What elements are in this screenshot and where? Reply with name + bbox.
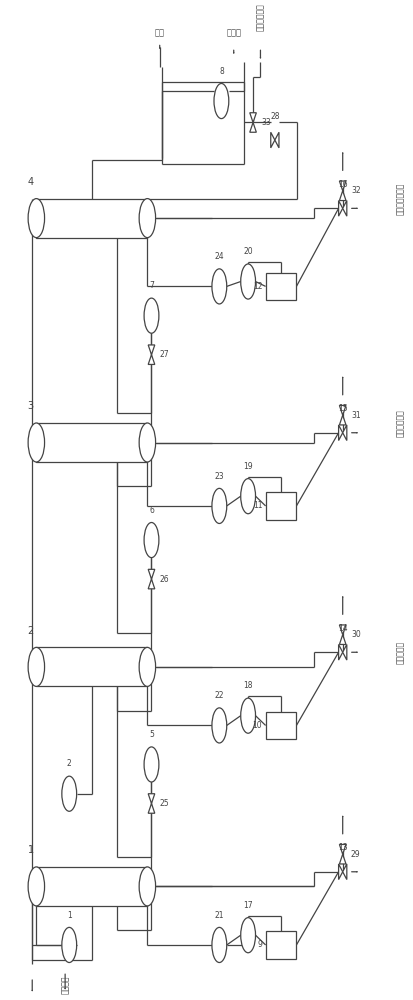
Text: 蔭汽: 蔭汽 [154, 29, 164, 38]
Bar [265, 273, 296, 300]
Text: 20: 20 [243, 247, 252, 256]
Text: 17: 17 [243, 901, 252, 910]
Text: 甲甲酚产品: 甲甲酚产品 [395, 641, 404, 664]
Text: 2: 2 [67, 759, 71, 768]
Text: 4: 4 [27, 177, 33, 187]
Polygon shape [339, 635, 345, 644]
Text: 18: 18 [243, 681, 252, 690]
Text: 21: 21 [214, 911, 223, 920]
Circle shape [214, 83, 228, 119]
Polygon shape [338, 201, 342, 216]
Polygon shape [339, 625, 345, 635]
Bar [36, 867, 147, 906]
Text: 1: 1 [27, 845, 33, 855]
Text: 26: 26 [159, 575, 169, 584]
Text: 三甲酚及以上: 三甲酚及以上 [255, 3, 264, 31]
Bar [265, 931, 296, 959]
Polygon shape [338, 864, 342, 880]
Text: 33: 33 [261, 118, 271, 127]
Polygon shape [339, 181, 345, 191]
Circle shape [211, 708, 226, 743]
Text: 22: 22 [214, 691, 223, 700]
Ellipse shape [28, 647, 45, 686]
Bar [36, 199, 147, 238]
Text: 10: 10 [252, 721, 262, 730]
Polygon shape [339, 844, 345, 854]
Text: 25: 25 [159, 799, 169, 808]
Text: 3: 3 [27, 401, 33, 411]
Polygon shape [339, 854, 345, 864]
Text: 15: 15 [337, 404, 347, 413]
Polygon shape [148, 345, 154, 355]
Circle shape [144, 298, 159, 333]
Circle shape [240, 698, 255, 733]
Bar [265, 712, 296, 739]
Text: 29: 29 [350, 850, 360, 859]
Text: 11: 11 [252, 501, 262, 510]
Text: 13: 13 [337, 843, 347, 852]
Text: 32: 32 [350, 186, 360, 195]
Polygon shape [342, 201, 346, 216]
Ellipse shape [28, 867, 45, 906]
Polygon shape [249, 122, 256, 132]
Text: 31: 31 [350, 411, 360, 420]
Text: 5: 5 [149, 730, 154, 739]
Polygon shape [270, 132, 274, 148]
Text: 30: 30 [350, 630, 360, 639]
Text: 粗酚料湣: 粗酚料湣 [60, 975, 69, 994]
Polygon shape [148, 355, 154, 364]
Text: 8: 8 [218, 67, 223, 76]
Text: 间对甲酚产品: 间对甲酚产品 [395, 409, 404, 437]
Circle shape [211, 927, 226, 963]
Text: 19: 19 [243, 462, 252, 471]
Text: 6: 6 [149, 506, 154, 515]
Circle shape [62, 776, 76, 811]
Circle shape [144, 523, 159, 558]
Polygon shape [148, 569, 154, 579]
Text: 27: 27 [159, 350, 169, 359]
Circle shape [62, 927, 76, 963]
Circle shape [240, 264, 255, 299]
Polygon shape [148, 803, 154, 813]
Text: 16: 16 [337, 180, 347, 189]
Bar [265, 492, 296, 520]
Text: 7: 7 [149, 281, 154, 290]
Text: 混合三甲酚产品: 混合三甲酚产品 [395, 182, 404, 215]
Ellipse shape [28, 199, 45, 238]
Polygon shape [338, 425, 342, 441]
Ellipse shape [139, 647, 155, 686]
Text: 28: 28 [269, 112, 279, 121]
Bar [36, 647, 147, 686]
Text: 9: 9 [257, 940, 262, 949]
Polygon shape [342, 864, 346, 880]
Polygon shape [339, 405, 345, 415]
Text: 2: 2 [27, 626, 33, 636]
Polygon shape [338, 644, 342, 660]
Text: 24: 24 [214, 252, 223, 261]
Ellipse shape [139, 199, 155, 238]
Text: 12: 12 [252, 282, 262, 291]
Ellipse shape [139, 867, 155, 906]
Polygon shape [274, 132, 278, 148]
Text: 23: 23 [214, 472, 223, 481]
Circle shape [211, 269, 226, 304]
Polygon shape [148, 579, 154, 589]
Text: 冷凝水: 冷凝水 [225, 29, 241, 38]
Circle shape [211, 488, 226, 523]
Polygon shape [148, 794, 154, 803]
Text: 1: 1 [67, 911, 71, 920]
Polygon shape [342, 644, 346, 660]
Bar [36, 423, 147, 462]
Ellipse shape [28, 423, 45, 462]
Text: 14: 14 [337, 624, 347, 633]
Circle shape [144, 747, 159, 782]
Polygon shape [339, 415, 345, 425]
Circle shape [240, 918, 255, 953]
Ellipse shape [139, 423, 155, 462]
Polygon shape [339, 191, 345, 201]
Circle shape [240, 479, 255, 514]
Polygon shape [249, 113, 256, 122]
Polygon shape [342, 425, 346, 441]
